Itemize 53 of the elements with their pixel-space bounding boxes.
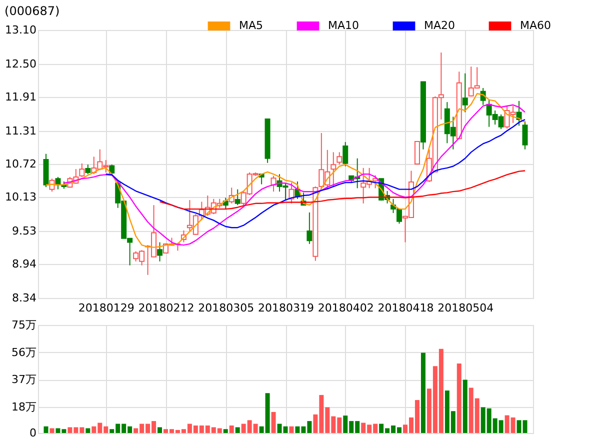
candlestick — [342, 142, 348, 167]
candlestick — [234, 188, 240, 206]
y-tick-label: 12.50 — [5, 57, 36, 70]
candlestick — [462, 72, 468, 113]
legend-label: MA5 — [239, 19, 264, 32]
y-tick-label: 9.53 — [12, 224, 36, 238]
y-tick-label: 11.31 — [5, 124, 36, 138]
x-tick-label: 20180319 — [258, 302, 314, 314]
candlestick — [270, 175, 276, 192]
legend-label: MA60 — [520, 19, 552, 32]
line-series — [105, 118, 526, 228]
y-tick-label: 10.13 — [5, 190, 36, 204]
x-tick-label: 20180305 — [198, 302, 254, 314]
candlestick — [222, 197, 228, 210]
candlestick — [85, 164, 91, 175]
x-tick-label: 20180402 — [318, 302, 374, 314]
candlestick — [336, 152, 342, 166]
y-tick-label: 18万 — [12, 400, 36, 414]
chart-title: (000687) — [4, 4, 60, 18]
y-tick-label: 11.91 — [5, 90, 36, 104]
x-tick-label: 20180504 — [438, 302, 494, 314]
bar — [289, 426, 294, 433]
legend-label: MA10 — [328, 19, 360, 32]
candlestick — [330, 152, 336, 188]
y-tick-label: 37万 — [12, 373, 36, 386]
bar — [235, 427, 240, 433]
bar — [229, 426, 234, 433]
y-tick-label: 10.72 — [5, 158, 36, 170]
candlestick — [306, 212, 312, 244]
y-tick-label: 13.10 — [5, 24, 36, 36]
candlestick — [49, 178, 55, 192]
bar — [462, 380, 468, 433]
y-tick-label: 8.34 — [12, 292, 36, 304]
bar — [456, 363, 462, 433]
legend-label: MA20 — [424, 19, 456, 32]
y-tick-label: 75万 — [12, 318, 36, 332]
bar — [50, 428, 54, 433]
bar — [271, 412, 276, 433]
bar — [420, 352, 426, 433]
candlestick — [157, 242, 163, 262]
x-tick-label: 20180418 — [378, 302, 434, 314]
bar — [158, 427, 162, 433]
candlestick — [79, 162, 85, 178]
bar — [223, 429, 228, 433]
x-tick-label: 20180212 — [138, 302, 194, 314]
candlestick — [414, 140, 420, 164]
y-tick-label: 8.94 — [12, 258, 36, 271]
y-tick-label: 56万 — [12, 346, 36, 359]
x-tick-label: 20180129 — [78, 302, 134, 314]
y-tick-label: 0 — [30, 426, 36, 440]
bar — [44, 426, 48, 433]
candlestick — [522, 120, 528, 150]
bar — [86, 428, 90, 433]
